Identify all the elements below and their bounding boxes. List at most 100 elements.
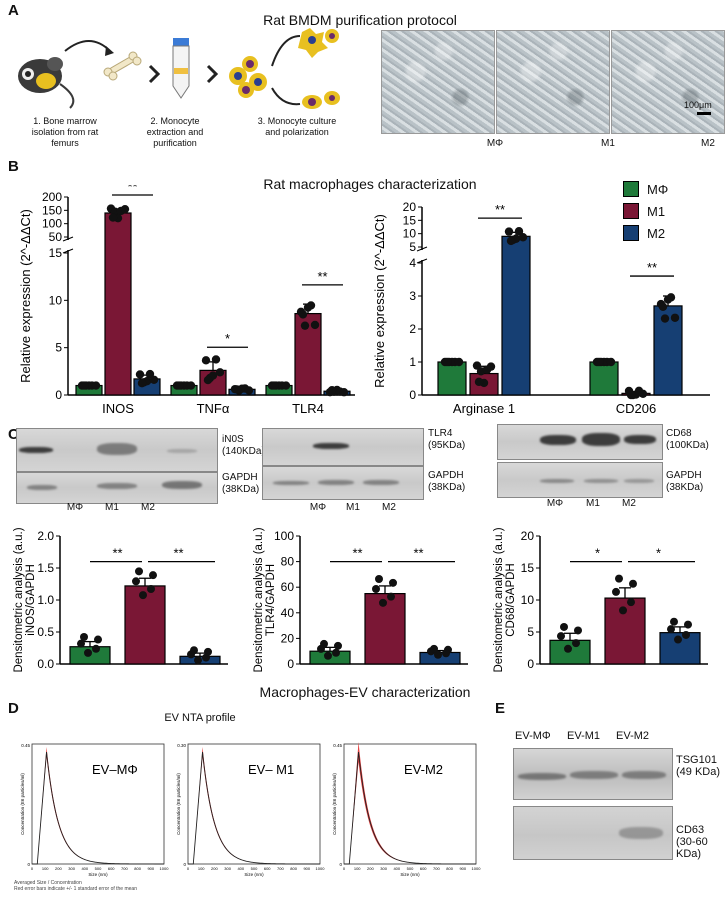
monocyte-cells-icon	[229, 56, 267, 98]
lane-label: EV-M1	[567, 730, 601, 742]
y-tick-label: 10	[521, 593, 535, 607]
blot-label-tlr4: TLR4 (95KDa)	[428, 428, 466, 451]
y-min-label: 0	[27, 862, 30, 867]
x-tick-label: TNFα	[197, 401, 230, 416]
test-tube-icon	[172, 38, 190, 99]
blot-cd63	[513, 806, 673, 860]
data-point	[442, 357, 452, 367]
y-tick-label: 100	[274, 529, 294, 543]
data-point	[298, 310, 308, 319]
profile-label: EV-M2	[404, 762, 443, 777]
y-max-label: 0.45	[333, 743, 342, 748]
data-point	[442, 649, 450, 658]
y-tick-label: 40	[281, 606, 295, 620]
x-tick-label: 600	[108, 866, 115, 871]
data-point	[135, 567, 143, 576]
x-tick-label: 600	[420, 866, 427, 871]
y-axis-label: Concentration (E6 particles/ml)	[176, 773, 181, 835]
data-point	[201, 356, 211, 365]
data-point	[619, 606, 627, 615]
x-tick-label: 0	[187, 866, 190, 871]
y-axis-label-2: iNOS/GAPDH	[25, 564, 37, 636]
data-point	[626, 390, 636, 400]
chevron-right-icon	[206, 64, 219, 84]
x-tick-label: 500	[407, 866, 414, 871]
x-tick-label: 100	[42, 866, 49, 871]
y-axis-label-2: CD68/GAPDH	[505, 563, 517, 637]
data-point	[306, 301, 316, 310]
y-axis-label: Relative expression (2^-ΔΔCt)	[18, 209, 33, 383]
data-point	[629, 579, 637, 588]
panel-d-title: Macrophages-EV characterization	[259, 684, 471, 700]
error-band	[344, 742, 476, 864]
y-tick-label: 20	[281, 631, 295, 645]
micrograph-label-m2: M2	[701, 138, 715, 149]
y-tick-label: 3	[409, 289, 416, 303]
axis-break-mark	[62, 248, 74, 254]
y-axis-label: Densitometric analysis (a.u.)	[493, 527, 505, 672]
x-tick-label: 800	[446, 866, 453, 871]
y-tick-label: 0	[409, 388, 416, 402]
mean-curve	[188, 751, 321, 865]
data-point	[194, 656, 202, 665]
x-axis-label: Size (nm)	[244, 872, 264, 877]
x-tick-label: 200	[367, 866, 374, 871]
x-tick-label: 700	[121, 866, 128, 871]
bar	[437, 361, 467, 396]
data-point	[149, 571, 157, 580]
data-point	[434, 650, 442, 659]
panel-e-letter: E	[495, 700, 506, 717]
y-tick-label: 15	[521, 561, 535, 575]
legend-item-m2: M2	[623, 222, 668, 244]
legend: MΦ M1 M2	[623, 178, 668, 244]
y-tick-label: 1.5	[37, 561, 54, 575]
nta-footnote: Averaged Size / Concentration Red error b…	[14, 880, 137, 892]
lane-label: MΦ	[66, 502, 84, 513]
data-point	[310, 320, 320, 330]
x-tick-label: 800	[134, 866, 141, 871]
y-tick-label: 5	[409, 240, 416, 254]
x-tick-label: 1000	[160, 866, 170, 871]
data-point	[92, 644, 100, 653]
data-point	[606, 357, 616, 367]
x-tick-label: 300	[68, 866, 75, 871]
data-point	[454, 357, 464, 367]
data-point	[666, 293, 676, 302]
data-point	[670, 313, 680, 322]
blot-label-gapdh-1: GAPDH (38KDa)	[222, 472, 260, 495]
data-point	[334, 641, 342, 650]
x-tick-label: 400	[393, 866, 400, 871]
micrograph-m1	[496, 30, 610, 134]
x-tick-label: CD206	[616, 401, 656, 416]
y-tick-label: 50	[49, 230, 63, 244]
y-max-label: 0.45	[21, 743, 30, 748]
x-axis-label: Size (nm)	[88, 872, 108, 877]
micrograph-label-m1: M1	[601, 138, 615, 149]
legend-swatch-mphi	[623, 181, 639, 197]
y-tick-label: 1	[409, 355, 416, 369]
mean-curve	[32, 751, 165, 865]
y-tick-label: 10	[49, 293, 63, 307]
y-axis-label: Densitometric analysis (a.u.)	[253, 527, 265, 672]
data-point	[80, 632, 88, 641]
bar	[104, 212, 132, 396]
data-point	[77, 639, 85, 648]
y-tick-label: 100	[42, 217, 62, 231]
chart-dens-inos: 0.0 0.5 1.0 1.5 2.0 Densitometric analysis (a…	[13, 527, 228, 673]
chart-dens-tlr4: 0 20 40 60 80 100 Densitometric analysis (a.u.…	[253, 527, 468, 673]
blot-tlr4	[262, 428, 424, 466]
data-point	[379, 598, 387, 607]
data-point	[504, 227, 514, 236]
data-point	[108, 213, 118, 222]
x-tick-label: 300	[380, 866, 387, 871]
blot-inos	[16, 428, 218, 472]
data-point	[149, 375, 159, 384]
data-point	[560, 622, 568, 631]
micrograph-mphi	[381, 30, 495, 134]
y-tick-label: 2.0	[37, 529, 54, 543]
y-tick-label: 10	[403, 227, 417, 241]
y-tick-label: 15	[49, 246, 63, 260]
data-point	[202, 653, 210, 662]
data-point	[557, 632, 565, 641]
